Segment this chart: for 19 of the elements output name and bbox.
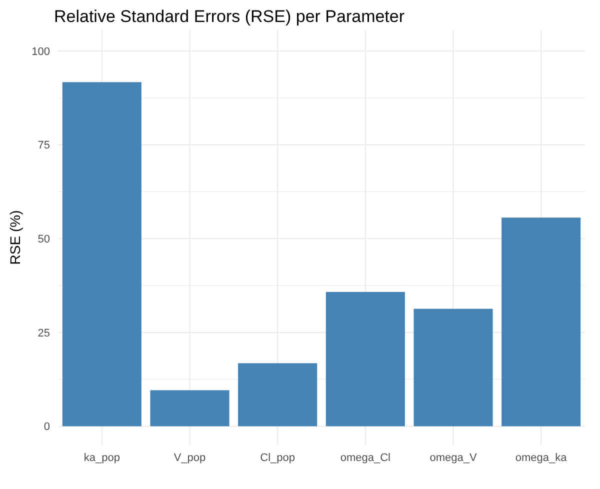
bar	[414, 308, 493, 426]
bar	[150, 390, 230, 426]
x-tick-label: omega_Cl	[340, 452, 390, 464]
x-tick-label: omega_ka	[515, 452, 568, 464]
x-tick-label: omega_V	[430, 452, 478, 464]
y-tick-label: 0	[44, 421, 50, 434]
y-tick-label: 100	[32, 46, 50, 58]
bar	[62, 82, 142, 426]
y-tick-label: 25	[38, 327, 50, 340]
x-tick-label: V_pop	[174, 452, 206, 464]
chart-title: Relative Standard Errors (RSE) per Parameter	[54, 7, 405, 26]
x-tick-label: ka_pop	[84, 452, 120, 464]
bar	[238, 363, 318, 426]
bar	[502, 218, 581, 426]
y-tick-label: 50	[38, 233, 50, 246]
y-tick-label: 75	[38, 140, 50, 152]
x-tick-label: Cl_pop	[260, 452, 296, 464]
y-axis-title: RSE (%)	[7, 210, 23, 265]
bar	[326, 292, 405, 426]
